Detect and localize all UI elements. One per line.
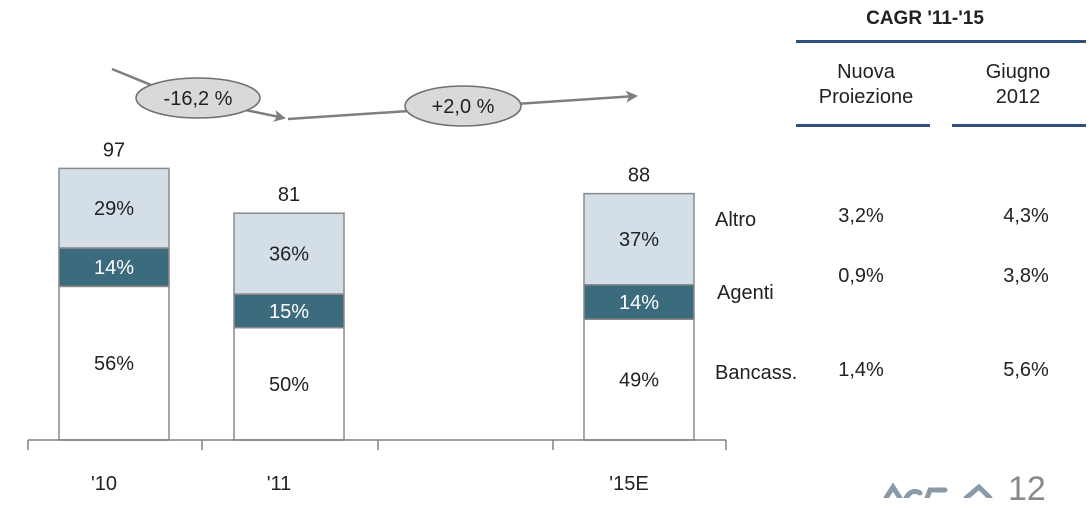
stacked-bar-chart: 56% 14% 29% 97 50% 15% 36% 81 49% 14% 37% 88 '10 '11… [27, 67, 993, 498]
data-label-2010-altro: 29% [94, 198, 134, 220]
row-val-bancass-giugno: 5,6% [1003, 359, 1049, 381]
growth-badge-1 [135, 77, 261, 119]
bar-2015e-agenti [583, 284, 695, 321]
row-val-altro-nuova: 3,2% [838, 205, 884, 227]
total-label-2011: 81 [278, 184, 300, 206]
total-label-2010: 97 [103, 139, 125, 161]
data-label-2011-altro: 36% [269, 244, 309, 266]
data-label-2010-bancass: 56% [94, 353, 134, 375]
bar-2011-altro [233, 212, 345, 295]
row-label-bancass: Bancass. [715, 362, 798, 384]
x-tick-label-2015e: '15E [609, 473, 648, 495]
col-head-giugno: Giugno 2012 [948, 60, 1088, 110]
bar-2010-bancass [58, 285, 170, 441]
data-label-2015e-agenti: 14% [619, 292, 659, 314]
growth-badge-2 [404, 85, 522, 127]
row-val-agenti-giugno: 3,8% [1003, 265, 1049, 287]
row-val-agenti-nuova: 0,9% [838, 265, 884, 287]
col-head-nuova-line1: Nuova [837, 61, 895, 83]
data-label-2015e-bancass: 49% [619, 370, 659, 392]
bar-2015e-altro [583, 192, 695, 286]
row-val-bancass-nuova: 1,4% [838, 359, 884, 381]
bars-layer: 56% 14% 29% 97 50% 15% 36% 81 49% 14% 37% 88 [58, 139, 695, 441]
bar-2010-altro [58, 167, 170, 249]
bar-2010-agenti [58, 247, 170, 288]
row-val-altro-giugno: 4,3% [1003, 205, 1049, 227]
bar-2011-bancass [233, 326, 345, 441]
x-tick-label-2011: '11 [267, 473, 292, 495]
data-label-2011-agenti: 15% [269, 301, 309, 323]
page-number: 12 [1008, 470, 1046, 508]
col-head-giugno-line2: 2012 [995, 86, 1041, 108]
bar-2015e-bancass [583, 318, 695, 441]
cagr-col-rule-nuova [796, 124, 930, 127]
data-label-2011-bancass: 50% [269, 374, 309, 396]
data-label-2010-agenti: 14% [94, 257, 134, 279]
col-head-giugno-line1: Giugno [985, 61, 1051, 83]
x-tick-label-2010: '10 [91, 473, 117, 495]
cagr-top-rule [796, 40, 1086, 43]
growth-label-2: +2,0 % [432, 96, 495, 118]
data-label-2015e-altro: 37% [619, 229, 659, 251]
decoration-layer [883, 482, 993, 498]
row-label-agenti: Agenti [717, 282, 774, 304]
row-label-altro: Altro [715, 209, 757, 231]
x-axis: '10 '11 '15E [27, 439, 727, 495]
col-head-nuova: Nuova Proiezione [796, 60, 936, 110]
growth-annotations: -16,2 % +2,0 % [111, 67, 638, 127]
cagr-title: CAGR '11-'15 [866, 8, 984, 29]
col-head-nuova-line2: Proiezione [818, 86, 914, 108]
growth-label-1: -16,2 % [164, 88, 233, 110]
cagr-col-rule-giugno [952, 124, 1086, 127]
logo-fragment-icon [883, 482, 993, 498]
total-label-2015e: 88 [628, 165, 650, 187]
